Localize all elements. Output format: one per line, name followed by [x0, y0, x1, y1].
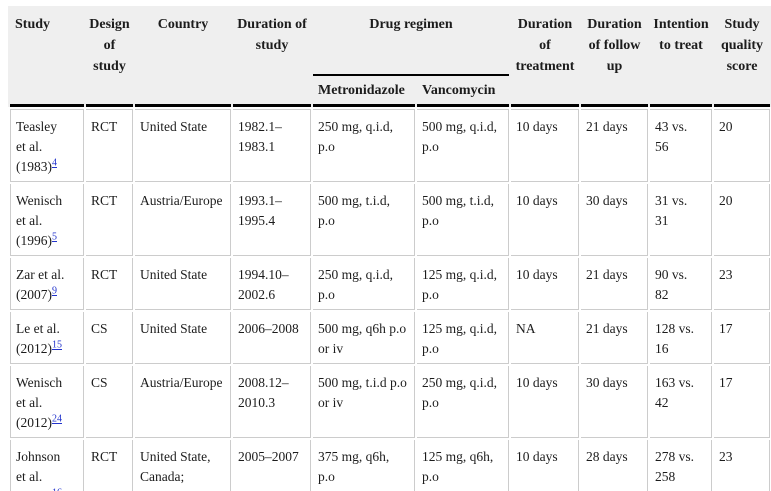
design-cell: RCT: [86, 109, 133, 182]
design-cell: RCT: [86, 184, 133, 256]
follow-up-cell: 21 days: [581, 258, 648, 310]
reference-superscript: 4: [52, 158, 57, 169]
col-header-duration-of-treatment: Duration of treatment: [511, 8, 579, 107]
vancomycin-regimen-cell: 250 mg, q.i.d, p.o: [417, 366, 509, 438]
vancomycin-regimen-cell: 500 mg, t.i.d, p.o: [417, 184, 509, 256]
col-header-country: Country: [135, 8, 231, 107]
col-header-drug-regimen: Drug regimen: [313, 8, 509, 76]
study-characteristics-table: Study Design of study Country Duration o…: [8, 6, 771, 491]
follow-up-cell: 30 days: [581, 184, 648, 256]
study-cell: Johnson et al. (2014)16: [10, 440, 84, 491]
table-header: Study Design of study Country Duration o…: [10, 8, 770, 107]
table-row: Le et al. (2012)15 CS United State 2006–…: [10, 312, 770, 364]
col-header-duration-of-study: Duration of study: [233, 8, 311, 107]
reference-superscript: 15: [52, 340, 62, 351]
table-body: Teasley et al. (1983)4 RCT United State …: [10, 109, 770, 491]
quality-score-cell: 17: [714, 366, 770, 438]
reference-link[interactable]: 15: [52, 339, 62, 351]
duration-of-treatment-cell: NA: [511, 312, 579, 364]
duration-of-study-cell: 2005–2007: [233, 440, 311, 491]
intention-to-treat-cell: 90 vs. 82: [650, 258, 712, 310]
follow-up-cell: 28 days: [581, 440, 648, 491]
reference-superscript: 24: [52, 414, 62, 425]
country-cell: United State: [135, 109, 231, 182]
duration-of-treatment-cell: 10 days: [511, 440, 579, 491]
study-label: Johnson et al. (2014): [16, 449, 61, 491]
duration-of-treatment-cell: 10 days: [511, 184, 579, 256]
study-label: Wenisch et al. (2012): [16, 375, 63, 430]
duration-of-study-cell: 1993.1–1995.4: [233, 184, 311, 256]
intention-to-treat-cell: 163 vs. 42: [650, 366, 712, 438]
duration-of-treatment-cell: 10 days: [511, 258, 579, 310]
duration-of-study-cell: 2006–2008: [233, 312, 311, 364]
reference-link[interactable]: 16: [52, 488, 62, 491]
table-row: Wenisch et al. (2012)24 CS Austria/Europ…: [10, 366, 770, 438]
country-cell: United State, Canada; Europe: [135, 440, 231, 491]
col-header-duration-of-follow-up: Duration of follow up: [581, 8, 648, 107]
duration-of-treatment-cell: 10 days: [511, 366, 579, 438]
reference-link[interactable]: 5: [52, 231, 57, 243]
duration-of-study-cell: 1994.10–2002.6: [233, 258, 311, 310]
reference-link[interactable]: 9: [52, 285, 57, 297]
vancomycin-regimen-cell: 500 mg, q.i.d, p.o: [417, 109, 509, 182]
metronidazole-regimen-cell: 375 mg, q6h, p.o: [313, 440, 415, 491]
metronidazole-regimen-cell: 500 mg, t.i.d p.o or iv: [313, 366, 415, 438]
intention-to-treat-cell: 128 vs. 16: [650, 312, 712, 364]
table-row: Wenisch et al. (1996)5 RCT Austria/Europ…: [10, 184, 770, 256]
col-header-study-quality-score: Study quality score: [714, 8, 770, 107]
intention-to-treat-cell: 278 vs. 258: [650, 440, 712, 491]
metronidazole-regimen-cell: 250 mg, q.i.d, p.o: [313, 109, 415, 182]
reference-superscript: 9: [52, 286, 57, 297]
study-label: Teasley et al. (1983): [16, 119, 58, 174]
study-cell: Wenisch et al. (2012)24: [10, 366, 84, 438]
reference-link[interactable]: 4: [52, 157, 57, 169]
quality-score-cell: 20: [714, 184, 770, 256]
study-cell: Le et al. (2012)15: [10, 312, 84, 364]
duration-of-study-cell: 2008.12–2010.3: [233, 366, 311, 438]
col-header-study: Study: [10, 8, 84, 107]
study-label: Le et al. (2012): [16, 321, 60, 356]
metronidazole-regimen-cell: 500 mg, t.i.d, p.o: [313, 184, 415, 256]
quality-score-cell: 17: [714, 312, 770, 364]
study-cell: Zar et al. (2007)9: [10, 258, 84, 310]
design-cell: RCT: [86, 258, 133, 310]
table-row: Johnson et al. (2014)16 RCT United State…: [10, 440, 770, 491]
country-cell: United State: [135, 312, 231, 364]
col-header-design-of-study: Design of study: [86, 8, 133, 107]
metronidazole-regimen-cell: 250 mg, q.i.d, p.o: [313, 258, 415, 310]
reference-link[interactable]: 24: [52, 413, 62, 425]
reference-superscript: 5: [52, 232, 57, 243]
metronidazole-regimen-cell: 500 mg, q6h p.o or iv: [313, 312, 415, 364]
reference-superscript: 16: [52, 488, 62, 491]
intention-to-treat-cell: 43 vs. 56: [650, 109, 712, 182]
table-row: Teasley et al. (1983)4 RCT United State …: [10, 109, 770, 182]
duration-of-study-cell: 1982.1–1983.1: [233, 109, 311, 182]
vancomycin-regimen-cell: 125 mg, q6h, p.o: [417, 440, 509, 491]
follow-up-cell: 21 days: [581, 312, 648, 364]
study-cell: Wenisch et al. (1996)5: [10, 184, 84, 256]
vancomycin-regimen-cell: 125 mg, q.i.d, p.o: [417, 258, 509, 310]
country-cell: Austria/Europe: [135, 184, 231, 256]
vancomycin-regimen-cell: 125 mg, q.i.d, p.o: [417, 312, 509, 364]
follow-up-cell: 30 days: [581, 366, 648, 438]
table-row: Zar et al. (2007)9 RCT United State 1994…: [10, 258, 770, 310]
follow-up-cell: 21 days: [581, 109, 648, 182]
design-cell: CS: [86, 312, 133, 364]
design-cell: RCT: [86, 440, 133, 491]
col-header-intention-to-treat: Intention to treat: [650, 8, 712, 107]
country-cell: United State: [135, 258, 231, 310]
intention-to-treat-cell: 31 vs. 31: [650, 184, 712, 256]
study-cell: Teasley et al. (1983)4: [10, 109, 84, 182]
design-cell: CS: [86, 366, 133, 438]
col-header-metronidazole: Metronidazole: [313, 78, 415, 107]
country-cell: Austria/Europe: [135, 366, 231, 438]
quality-score-cell: 23: [714, 258, 770, 310]
quality-score-cell: 20: [714, 109, 770, 182]
col-header-vancomycin: Vancomycin: [417, 78, 509, 107]
study-label: Zar et al. (2007): [16, 267, 65, 302]
quality-score-cell: 23: [714, 440, 770, 491]
study-label: Wenisch et al. (1996): [16, 193, 63, 248]
duration-of-treatment-cell: 10 days: [511, 109, 579, 182]
